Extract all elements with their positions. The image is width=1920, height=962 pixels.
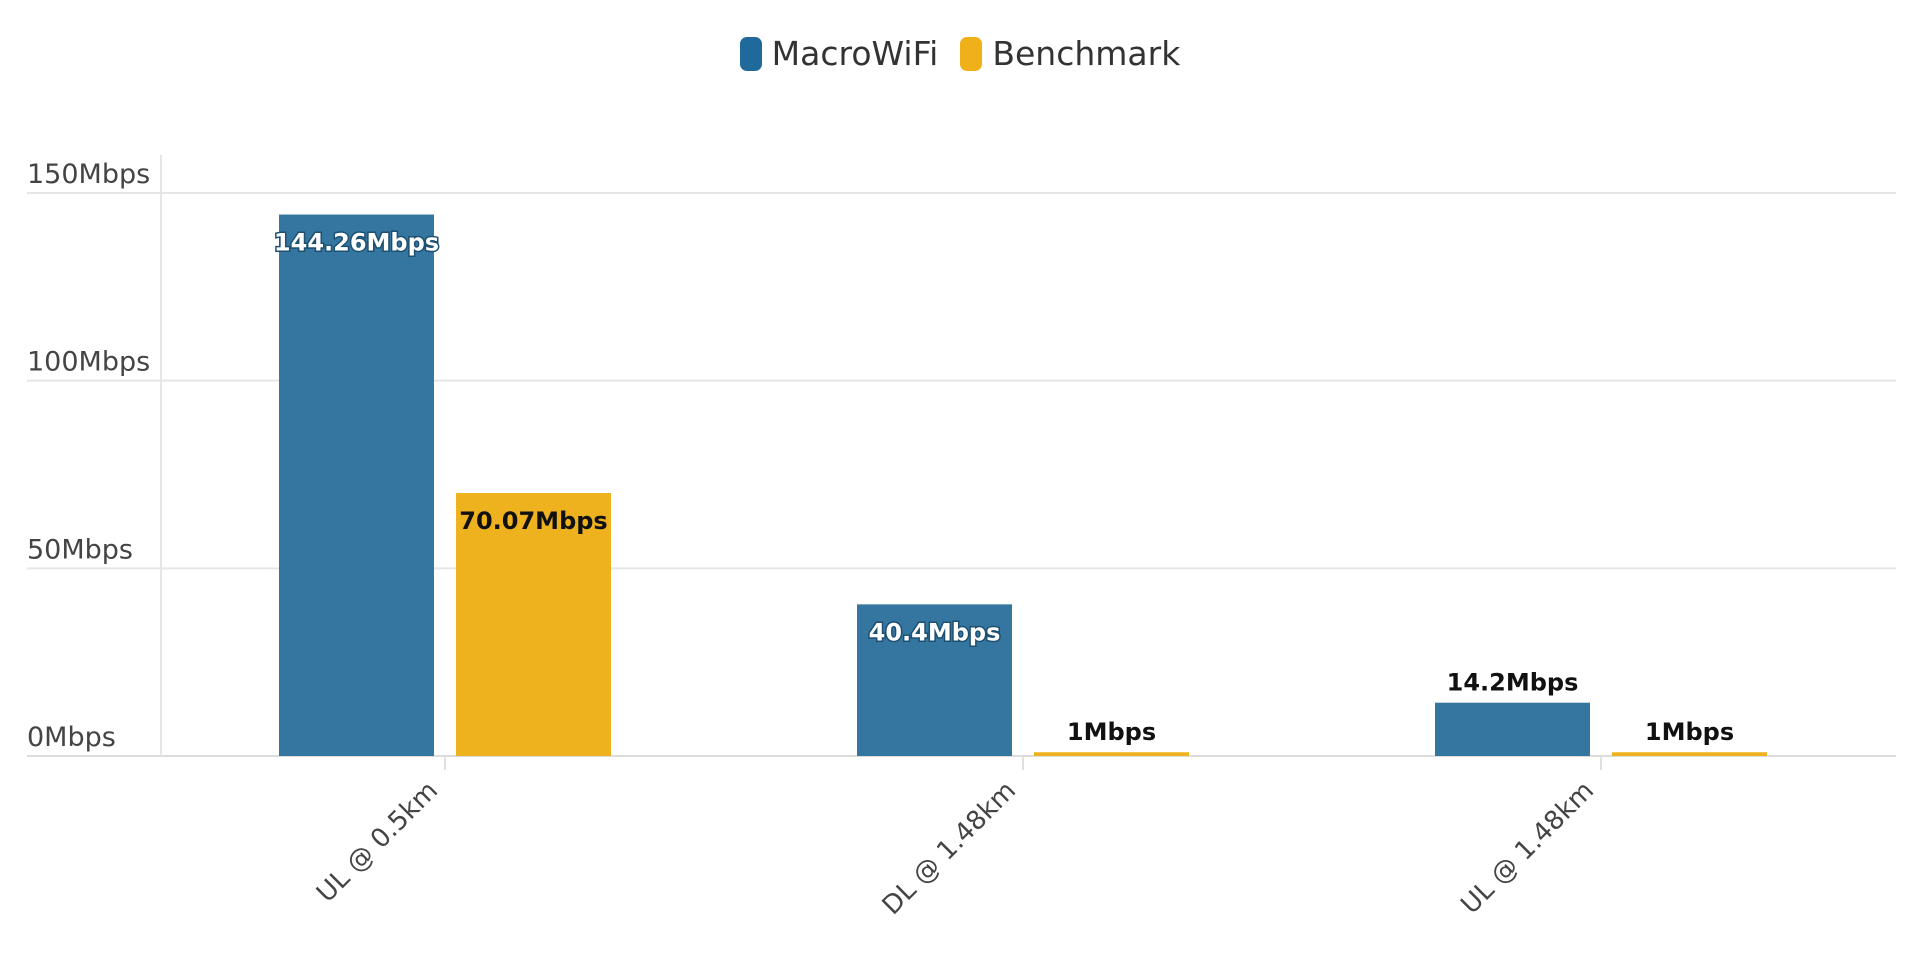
legend: MacroWiFi Benchmark bbox=[0, 34, 1920, 73]
bar-macrowifi bbox=[857, 604, 1012, 756]
legend-item-benchmark[interactable]: Benchmark bbox=[960, 34, 1180, 73]
data-label: 14.2Mbps bbox=[1447, 669, 1579, 697]
bar-benchmark bbox=[1612, 752, 1767, 756]
data-label: 40.4Mbps bbox=[869, 618, 1001, 646]
x-tick-label: UL @ 1.48km bbox=[1455, 776, 1599, 920]
legend-swatch-macrowifi bbox=[739, 36, 762, 71]
legend-swatch-benchmark bbox=[960, 36, 983, 71]
y-tick-label: 0Mbps bbox=[27, 722, 116, 753]
x-tick-label: DL @ 1.48km bbox=[877, 776, 1022, 921]
legend-label: Benchmark bbox=[992, 34, 1181, 73]
data-label: 1Mbps bbox=[1067, 718, 1156, 746]
data-label: 144.26Mbps bbox=[274, 229, 439, 257]
bar-macrowifi bbox=[279, 214, 434, 756]
data-label: 70.07Mbps bbox=[459, 507, 607, 535]
y-tick-label: 50Mbps bbox=[27, 534, 133, 565]
x-tick-label: UL @ 0.5km bbox=[311, 776, 444, 909]
data-label: 1Mbps bbox=[1645, 718, 1734, 746]
legend-item-macrowifi[interactable]: MacroWiFi bbox=[739, 34, 939, 73]
bar-macrowifi bbox=[1435, 702, 1590, 756]
y-tick-label: 100Mbps bbox=[27, 347, 150, 378]
legend-label: MacroWiFi bbox=[771, 34, 939, 73]
bar-benchmark bbox=[456, 493, 611, 756]
y-tick-label: 150Mbps bbox=[27, 159, 150, 190]
bar-benchmark bbox=[1034, 752, 1189, 756]
